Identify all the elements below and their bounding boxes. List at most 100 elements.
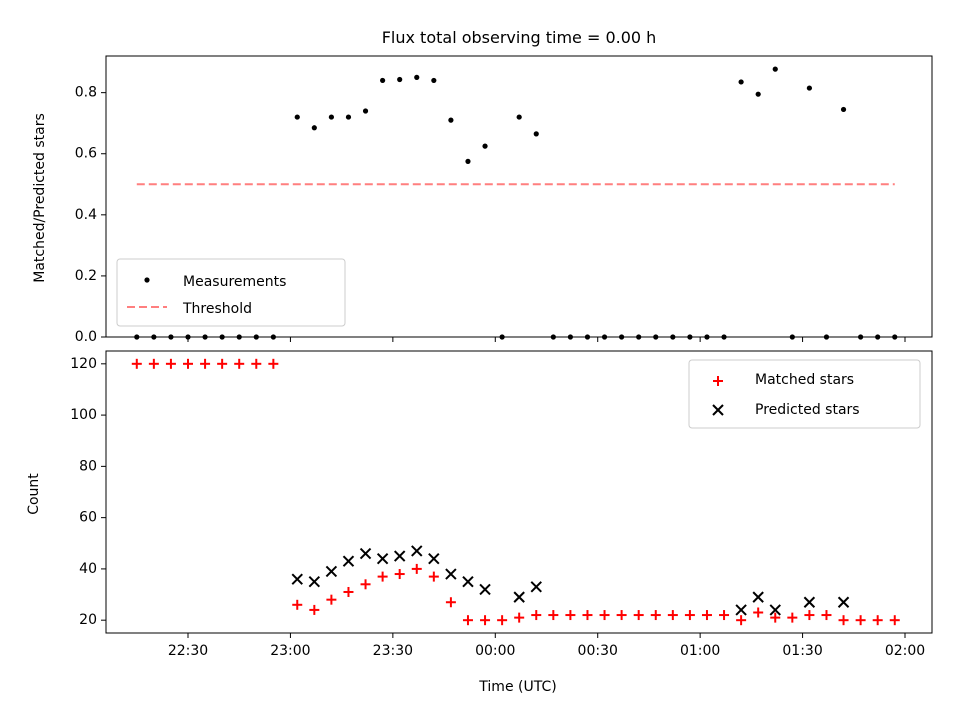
axes-ticks: 0.0 0.2 0.4 0.6 0.8 20 40 60 80 100 120 22:30 23:00 2…	[70, 85, 925, 659]
matched-star-point	[394, 569, 405, 580]
predicted-marker-stroke	[308, 576, 321, 588]
matched-star-point	[200, 358, 211, 369]
predicted-star-point	[342, 555, 355, 567]
matched-star-point	[165, 358, 176, 369]
chart-title: Flux total observing time = 0.00 h	[382, 28, 657, 47]
predicted-stars-points	[291, 545, 850, 616]
legend-top-box	[116, 258, 346, 327]
matched-star-point	[565, 610, 576, 621]
measurement-point	[345, 114, 352, 120]
predicted-star-point	[411, 545, 423, 557]
predicted-star-point	[428, 552, 440, 565]
legend-measurements-label: Measurements	[183, 274, 286, 290]
predicted-marker-stroke	[752, 591, 764, 603]
legend-matched-marker	[713, 376, 723, 386]
matched-star-point	[821, 610, 832, 621]
legend-bottom-box	[688, 359, 921, 429]
bottom-plot-frame	[105, 350, 933, 634]
legend-top: Measurements Threshold	[116, 258, 346, 327]
predicted-star-point	[803, 596, 816, 608]
matched-star-point	[770, 612, 781, 623]
top-plot-frame	[105, 55, 933, 338]
predicted-star-point	[530, 581, 542, 593]
predicted-marker-stroke	[803, 596, 816, 608]
x-tick-label: 00:30	[578, 643, 618, 659]
measurement-point	[448, 117, 454, 123]
predicted-star-point	[325, 565, 338, 578]
bottom-y-axis-label: Count	[26, 473, 42, 515]
bottom-y-tick-label: 120	[70, 356, 97, 372]
legend-threshold-label: Threshold	[182, 301, 252, 317]
measurement-point	[840, 106, 847, 113]
measurement-point	[380, 77, 386, 84]
bottom-y-tick-label: 80	[79, 458, 97, 474]
measurement-point	[397, 76, 403, 83]
predicted-marker-stroke	[428, 552, 440, 565]
predicted-star-point	[837, 596, 850, 608]
bottom-y-tick-label: 60	[79, 510, 97, 526]
bottom-y-tick-label: 100	[70, 407, 97, 423]
predicted-star-point	[376, 552, 389, 565]
matched-star-point	[633, 610, 644, 621]
matched-star-point	[599, 610, 610, 621]
matched-star-point	[497, 615, 508, 626]
predicted-star-point	[769, 604, 781, 616]
measurement-point	[516, 114, 522, 120]
measurement-point	[465, 158, 471, 164]
predicted-marker-stroke	[393, 550, 406, 562]
top-y-tick-label: 0.4	[75, 207, 97, 223]
predicted-marker-stroke	[530, 581, 542, 593]
matched-star-point	[804, 610, 815, 621]
matched-star-point	[548, 610, 559, 621]
measurement-point	[294, 114, 300, 120]
matched-star-point	[251, 358, 262, 369]
top-y-tick-label: 0.6	[75, 146, 97, 162]
predicted-star-point	[308, 576, 321, 588]
predicted-marker-stroke	[513, 591, 525, 603]
top-y-tick-label: 0.0	[75, 329, 97, 345]
matched-star-point	[787, 612, 798, 623]
matched-star-point	[889, 615, 900, 626]
predicted-marker-stroke	[445, 568, 457, 580]
predicted-marker-stroke	[376, 552, 389, 565]
x-tick-label: 23:30	[373, 643, 413, 659]
predicted-marker-stroke	[359, 547, 372, 560]
predicted-star-point	[513, 591, 525, 603]
x-tick-label: 02:00	[885, 643, 925, 659]
predicted-marker-stroke	[769, 604, 781, 616]
matched-star-point	[326, 594, 337, 605]
matched-star-point	[183, 358, 193, 369]
predicted-marker-stroke	[462, 576, 474, 588]
matched-star-point	[343, 586, 354, 597]
matched-star-point	[650, 610, 661, 621]
predicted-marker-stroke	[479, 583, 491, 596]
matched-star-point	[445, 597, 456, 608]
matched-star-point	[268, 358, 279, 369]
matched-star-point	[667, 610, 678, 621]
predicted-marker-stroke	[342, 555, 355, 567]
predicted-star-point	[462, 576, 474, 588]
measurement-point	[362, 108, 369, 114]
measurement-point	[772, 66, 778, 72]
predicted-marker-stroke	[837, 596, 850, 608]
measurement-point	[806, 85, 813, 91]
top-y-axis-label: Matched/Predicted stars	[32, 113, 48, 283]
matched-star-point	[531, 610, 542, 621]
predicted-star-point	[359, 547, 372, 560]
matched-star-point	[514, 612, 525, 623]
legend-bottom: Matched stars Predicted stars	[688, 359, 921, 429]
predicted-star-point	[393, 550, 406, 562]
matched-star-point	[701, 610, 712, 621]
matched-star-point	[872, 615, 883, 626]
predicted-star-point	[445, 568, 457, 580]
matched-star-point	[684, 610, 695, 621]
predicted-marker-stroke	[735, 604, 747, 616]
predicted-marker-stroke	[411, 545, 423, 557]
matched-star-point	[616, 610, 627, 621]
x-tick-label: 01:30	[782, 643, 822, 659]
predicted-star-point	[752, 591, 764, 603]
matched-star-point	[753, 607, 764, 618]
x-axis-label: Time (UTC)	[478, 679, 556, 695]
measurement-point	[431, 77, 437, 84]
